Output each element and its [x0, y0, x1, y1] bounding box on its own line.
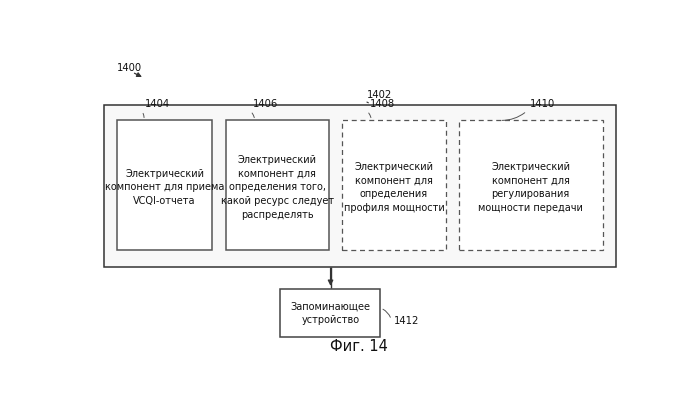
- Text: Электрический
компонент для
определения того,
какой ресурс следует
распределять: Электрический компонент для определения …: [220, 155, 334, 220]
- Text: 1410: 1410: [530, 99, 555, 109]
- Bar: [280, 289, 381, 337]
- Text: 1406: 1406: [253, 99, 278, 109]
- Text: Электрический
компонент для приема
VCQI-отчета: Электрический компонент для приема VCQI-…: [105, 169, 224, 206]
- Bar: [118, 120, 212, 250]
- Text: 1412: 1412: [394, 316, 419, 326]
- Text: 1408: 1408: [370, 99, 395, 109]
- Text: 1400: 1400: [118, 63, 143, 73]
- Text: Электрический
компонент для
определения
профиля мощности: Электрический компонент для определения …: [344, 162, 444, 213]
- Text: 1402: 1402: [367, 90, 392, 100]
- Bar: [226, 120, 329, 250]
- Bar: [104, 105, 617, 267]
- Bar: [459, 120, 603, 250]
- Bar: [342, 120, 446, 250]
- Text: Электрический
компонент для
регулирования
мощности передачи: Электрический компонент для регулировани…: [478, 162, 583, 213]
- Text: 1404: 1404: [144, 99, 169, 109]
- Text: Запоминающее
устройство: Запоминающее устройство: [290, 301, 370, 325]
- Text: Фиг. 14: Фиг. 14: [330, 339, 388, 354]
